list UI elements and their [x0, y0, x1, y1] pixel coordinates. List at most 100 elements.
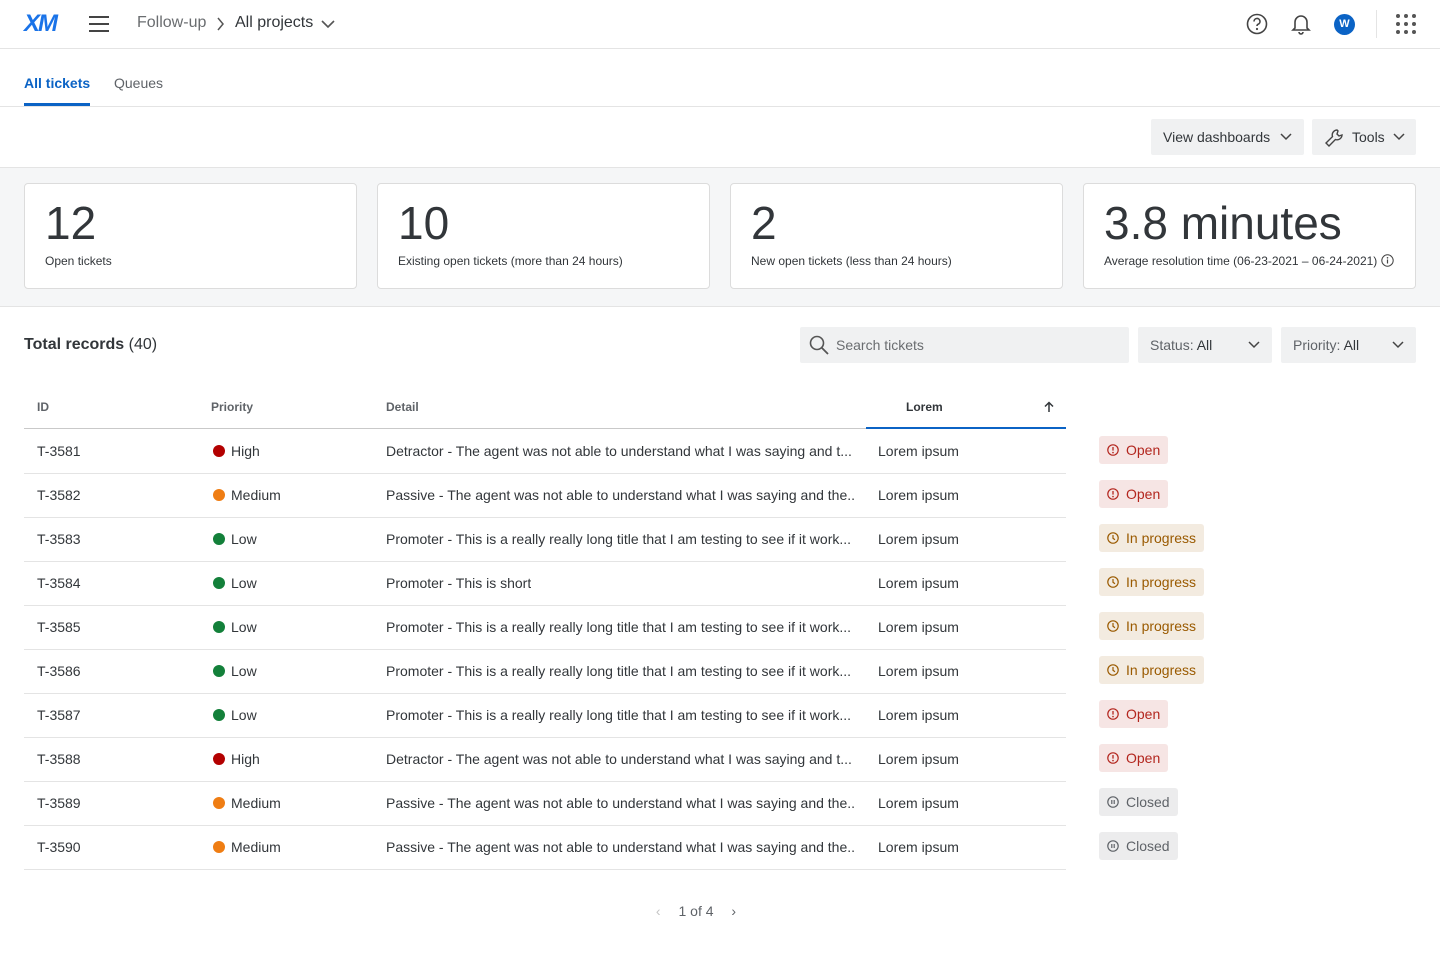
status-badge: Open: [1099, 436, 1169, 464]
lorem-cell: Lorem ipsum: [878, 531, 959, 547]
lorem-cell: Lorem ipsum: [878, 839, 959, 855]
status-label: Open: [1126, 750, 1161, 766]
status-label: In progress: [1126, 662, 1197, 678]
logo[interactable]: XM: [24, 10, 58, 37]
status-badge: Open: [1099, 480, 1169, 508]
table-row[interactable]: T-3586 Low Promoter - This is a really rea…: [24, 649, 1066, 694]
ticket-id: T-3586: [37, 663, 81, 679]
tools-button[interactable]: Tools: [1312, 119, 1416, 155]
stat-label: New open tickets (less than 24 hours): [751, 254, 952, 268]
column-header[interactable]: ID: [37, 400, 49, 414]
menu-icon[interactable]: [88, 14, 110, 34]
tab[interactable]: Queues: [114, 75, 164, 91]
button-label: View dashboards: [1163, 129, 1271, 145]
header-rule: [24, 428, 1066, 429]
ticket-id: T-3583: [37, 531, 81, 547]
priority-dot: [213, 841, 225, 853]
status-icon: [1107, 840, 1119, 852]
notification-icon[interactable]: [1291, 13, 1311, 35]
column-header[interactable]: Detail: [386, 400, 419, 414]
pagination: ‹ 1 of 4 ›: [0, 903, 1392, 919]
priority-label: High: [231, 443, 260, 459]
filter-label: Priority:: [1293, 337, 1341, 353]
priority-cell: Low: [213, 619, 257, 635]
ticket-id: T-3582: [37, 487, 81, 503]
ticket-detail: Passive - The agent was not able to unde…: [386, 795, 856, 811]
help-icon[interactable]: [1246, 13, 1268, 35]
status-icon: [1107, 576, 1119, 588]
lorem-cell: Lorem ipsum: [878, 619, 959, 635]
chevron-down: [1248, 341, 1260, 349]
table-row[interactable]: T-3588 High Detractor - The agent was not …: [24, 737, 1066, 782]
table-row[interactable]: T-3590 Medium Passive - The agent was not …: [24, 825, 1066, 870]
lorem-cell: Lorem ipsum: [878, 487, 959, 503]
status-icon: [1107, 796, 1119, 808]
ticket-id: T-3584: [37, 575, 81, 591]
total-title: Total records: [24, 336, 125, 353]
priority-label: Low: [231, 619, 257, 635]
table-row[interactable]: T-3587 Low Promoter - This is a really rea…: [24, 693, 1066, 738]
ticket-id: T-3587: [37, 707, 81, 723]
tab[interactable]: All tickets: [24, 75, 91, 106]
search-icon: [809, 335, 829, 355]
status-label: Open: [1126, 706, 1161, 722]
view-dashboards-button[interactable]: View dashboards: [1151, 119, 1304, 155]
avatar[interactable]: W: [1334, 14, 1355, 35]
status-label: In progress: [1126, 574, 1197, 590]
ticket-id: T-3590: [37, 839, 81, 855]
status-badge: In progress: [1099, 524, 1205, 552]
status-icon: [1107, 488, 1119, 500]
priority-label: Low: [231, 663, 257, 679]
priority-cell: High: [213, 443, 260, 459]
priority-label: Low: [231, 707, 257, 723]
total-records: Total records (40): [24, 336, 157, 354]
filter-value: All: [1196, 337, 1213, 353]
column-header[interactable]: Lorem: [906, 400, 943, 414]
next-page[interactable]: ›: [731, 903, 737, 919]
top-bar: XM Follow-up All projects W: [0, 0, 1440, 49]
stat-label: Average resolution time (06-23-2021 – 06…: [1104, 254, 1394, 268]
status-icon: [1107, 708, 1119, 720]
stat-card: 10 Existing open tickets (more than 24 ho…: [377, 183, 710, 289]
ticket-detail: Promoter - This is a really really long …: [386, 707, 852, 723]
priority-label: Medium: [231, 795, 281, 811]
priority-cell: Low: [213, 663, 257, 679]
status-label: Open: [1126, 442, 1161, 458]
priority-cell: Low: [213, 575, 257, 591]
table-row[interactable]: T-3583 Low Promoter - This is a really rea…: [24, 517, 1066, 562]
chevron: [217, 17, 224, 31]
info-icon[interactable]: [1381, 254, 1394, 267]
column-header[interactable]: Priority: [211, 400, 254, 414]
table-row[interactable]: T-3581 High Detractor - The agent was not …: [24, 429, 1066, 474]
priority-dot: [213, 489, 225, 501]
total-count: (40): [128, 336, 158, 353]
priority-label: High: [231, 751, 260, 767]
ticket-detail: Promoter - This is a really really long …: [386, 531, 852, 547]
divider: [1376, 10, 1377, 38]
status-label: In progress: [1126, 530, 1197, 546]
search-placeholder: Search tickets: [836, 337, 924, 353]
status-badge: In progress: [1099, 568, 1205, 596]
apps-icon[interactable]: [1396, 14, 1416, 34]
table-row[interactable]: T-3584 Low Promoter - This is short Lorem i…: [24, 561, 1066, 606]
project-selector[interactable]: All projects: [235, 14, 314, 31]
priority-dot: [213, 797, 225, 809]
ticket-detail: Detractor - The agent was not able to un…: [386, 751, 852, 767]
status-label: Open: [1126, 486, 1161, 502]
search-box[interactable]: Search tickets: [800, 327, 1129, 363]
priority-filter[interactable]: Priority: All: [1281, 327, 1416, 363]
sort-icon[interactable]: [1043, 401, 1055, 413]
status-filter[interactable]: Status: All: [1138, 327, 1272, 363]
button-label: Tools: [1352, 129, 1385, 145]
stat-value: 2: [751, 197, 777, 249]
table-row[interactable]: T-3582 Medium Passive - The agent was not …: [24, 473, 1066, 518]
status-icon: [1107, 532, 1119, 544]
status-badge: Open: [1099, 700, 1169, 728]
table-row[interactable]: T-3589 Medium Passive - The agent was not …: [24, 781, 1066, 826]
priority-cell: High: [213, 751, 260, 767]
table-row[interactable]: T-3585 Low Promoter - This is a really rea…: [24, 605, 1066, 650]
status-badge: Closed: [1099, 832, 1178, 860]
breadcrumb[interactable]: Follow-up: [137, 14, 207, 31]
prev-page[interactable]: ‹: [655, 903, 661, 919]
